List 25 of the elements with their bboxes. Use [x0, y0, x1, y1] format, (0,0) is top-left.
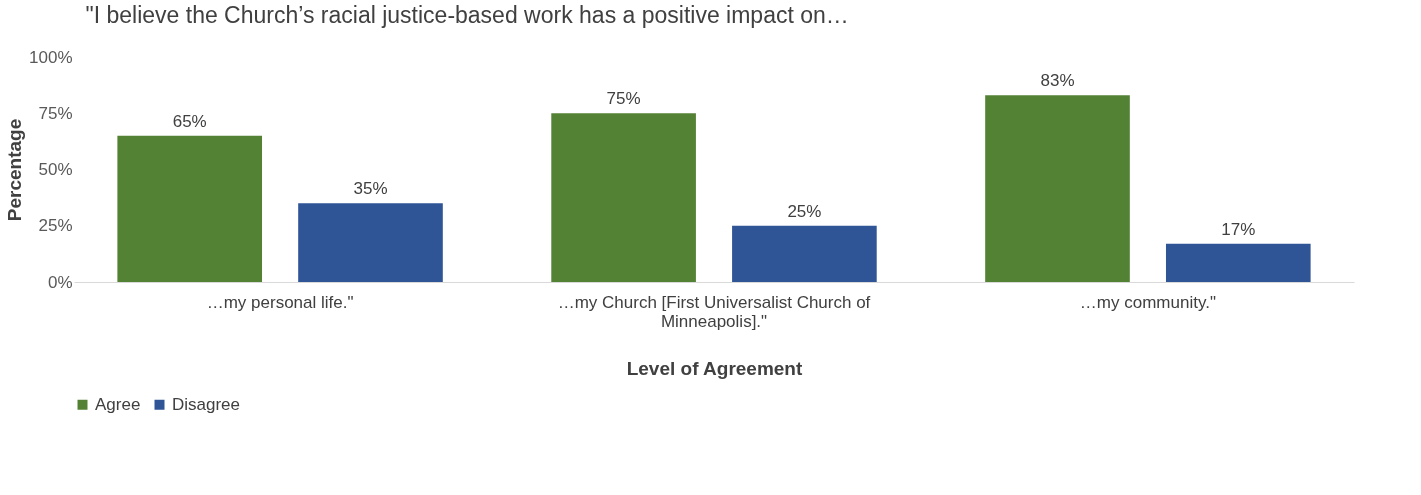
data-label: 25%	[787, 201, 822, 221]
y-tick-label: 50%	[38, 160, 73, 179]
y-tick-label: 25%	[38, 216, 73, 236]
data-label: 35%	[353, 179, 388, 199]
data-label: 17%	[1221, 219, 1256, 239]
x-axis-title: Level of Agreement	[626, 357, 803, 379]
y-tick-label: 75%	[38, 103, 73, 123]
legend-label: Agree	[95, 394, 141, 414]
chart-title: "I believe the Church’s racial justice-based work has a positive impact on…	[85, 2, 849, 28]
data-label: 65%	[172, 111, 207, 131]
y-tick-label: 100%	[29, 47, 73, 67]
y-tick-label: 0%	[47, 272, 73, 292]
data-label: 83%	[1040, 71, 1075, 91]
data-label: 75%	[606, 89, 641, 109]
x-tick-label: …my personal life."	[206, 292, 354, 312]
bar	[1165, 243, 1311, 282]
x-tick-label: …my community."	[1079, 292, 1216, 312]
bar	[298, 203, 443, 282]
bar	[117, 135, 263, 282]
x-tick-label: …my Church [First Universalist Church of Minneapolis]."	[557, 292, 871, 331]
bar	[732, 225, 877, 282]
bar	[551, 113, 696, 282]
bar	[985, 95, 1130, 282]
y-axis-title: Percentage	[4, 118, 26, 222]
legend-label: Disagree	[172, 394, 241, 414]
